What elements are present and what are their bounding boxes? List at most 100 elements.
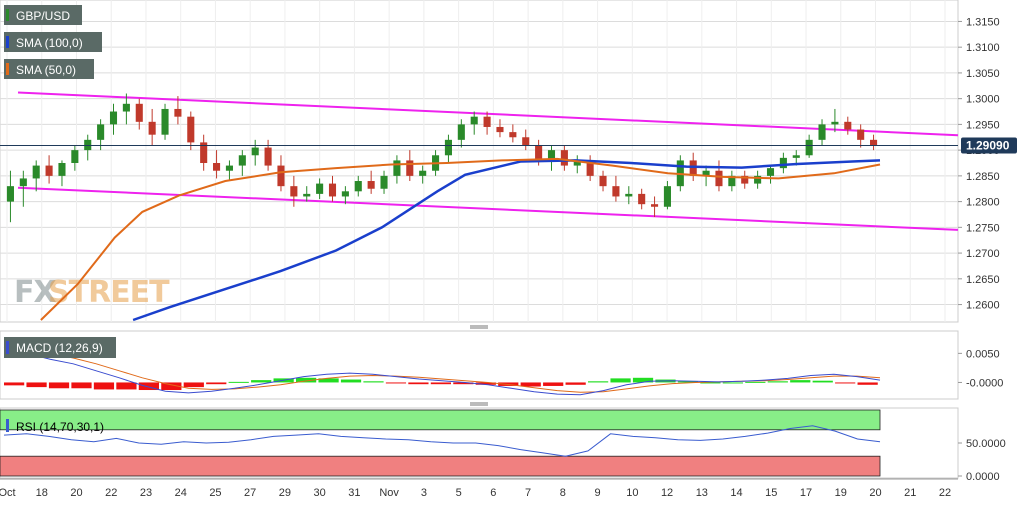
macd-histogram-bar <box>116 382 137 390</box>
candle-body <box>535 144 543 161</box>
candle-body <box>406 160 414 176</box>
x-tick-label: 29 <box>279 487 291 499</box>
watermark-fx: FX <box>14 275 56 310</box>
macd-resize-handle[interactable] <box>470 325 488 329</box>
x-tick-label: 25 <box>209 487 221 499</box>
macd-tick-label: -0.0000 <box>966 377 1003 389</box>
candle-body <box>109 111 118 125</box>
x-tick-label: 20 <box>70 487 82 499</box>
x-tick-label: 21 <box>904 487 916 499</box>
macd-histogram-bar <box>790 380 811 383</box>
legend-symbol-label: GBP/USD <box>16 9 70 23</box>
candle-body <box>6 186 14 202</box>
candle-body <box>754 175 762 184</box>
macd-histogram-bar <box>71 382 92 389</box>
candle-body <box>625 193 633 197</box>
x-tick-label: 3 <box>421 487 427 499</box>
macd-histogram-bar <box>565 382 586 385</box>
candle-body <box>522 137 530 145</box>
macd-histogram-bar <box>251 380 272 383</box>
macd-histogram-bar <box>363 381 384 383</box>
candle-body <box>84 139 92 151</box>
x-tick-label: 7 <box>525 487 531 499</box>
candle-body <box>689 160 697 176</box>
candle-body <box>328 183 337 197</box>
macd-histogram-bar <box>228 381 249 383</box>
x-tick-label: 17 <box>800 487 812 499</box>
candle-body <box>380 175 388 189</box>
macd-histogram-bar <box>4 382 25 386</box>
x-tick-label: Oct <box>0 487 16 499</box>
macd-histogram-bar <box>93 382 115 390</box>
x-tick-label: 30 <box>314 487 326 499</box>
x-tick-label: 23 <box>140 487 152 499</box>
sma50-line <box>40 157 881 321</box>
candle-body <box>715 170 723 187</box>
x-tick-label: 22 <box>105 487 117 499</box>
legend-symbol[interactable]: GBP/USD <box>4 5 82 25</box>
candle-body <box>728 175 736 187</box>
candle-body <box>831 121 839 125</box>
current-price-tag <box>961 137 1017 154</box>
candle-body <box>225 165 233 171</box>
rsi-overbought-zone <box>0 409 881 431</box>
candle-body <box>148 121 156 135</box>
macd-histogram-bar <box>700 382 721 384</box>
candle-body <box>599 175 607 187</box>
candle-body <box>509 132 517 138</box>
x-tick-label: 6 <box>490 487 496 499</box>
x-tick-label: 24 <box>175 487 187 499</box>
candle-body <box>277 165 285 187</box>
legend-rsi[interactable]: RSI (14,70,30,1) <box>4 416 120 436</box>
candle-body <box>264 147 272 166</box>
candle-body <box>457 124 465 140</box>
candle-body <box>419 170 427 176</box>
macd-histogram-bar <box>161 382 182 391</box>
candle-body <box>122 103 130 112</box>
candle-body <box>354 181 362 192</box>
x-tick-label: Nov <box>379 487 399 499</box>
macd-histogram-bar <box>588 381 609 383</box>
price-tick-label: 1.2750 <box>966 222 1000 234</box>
x-tick-label: 31 <box>348 487 360 499</box>
macd-histogram-bar <box>835 382 856 384</box>
macd-histogram-bar <box>430 382 451 385</box>
macd-histogram-bar <box>48 382 70 389</box>
candle-body <box>844 121 852 130</box>
sma100-line <box>132 159 881 322</box>
macd-tick-label: 0.0050 <box>966 348 1000 360</box>
x-tick-label: 18 <box>36 487 48 499</box>
fxstreet-watermark: FX STREET <box>14 275 171 310</box>
candle-body <box>200 142 208 163</box>
macd-histogram-bar <box>318 378 339 383</box>
x-tick-label: 15 <box>765 487 777 499</box>
rsi-resize-handle[interactable] <box>470 402 488 406</box>
watermark-street: STREET <box>48 275 170 310</box>
rsi-tick-label: 50.0000 <box>966 438 1006 450</box>
current-price-label: 1.29090 <box>966 138 1010 152</box>
candle-body <box>71 150 79 163</box>
candle-body <box>870 139 878 146</box>
candle-body <box>702 170 710 176</box>
macd-histogram-bar <box>138 382 159 391</box>
candle-body <box>213 163 221 171</box>
legend-sma50[interactable]: SMA (50,0) <box>4 59 94 79</box>
x-tick-label: 22 <box>939 487 951 499</box>
candle-body <box>818 124 826 140</box>
rsi-line <box>3 425 881 457</box>
x-tick-label: 27 <box>244 487 256 499</box>
candle-body <box>341 191 349 197</box>
macd-histogram-bar <box>183 382 204 388</box>
legend-macd[interactable]: MACD (12,26,9) <box>4 337 116 358</box>
price-tick-label: 1.2600 <box>966 300 1000 312</box>
macd-histogram-bar <box>206 382 227 385</box>
candle-body <box>560 150 568 166</box>
macd-histogram-bar <box>543 382 564 386</box>
candle-body <box>251 147 259 156</box>
macd-histogram-bar <box>408 382 429 385</box>
macd-histogram-bar <box>677 381 699 383</box>
candle-body <box>238 155 246 166</box>
legend-sma100[interactable]: SMA (100,0) <box>4 32 102 52</box>
candle-body <box>586 160 594 176</box>
